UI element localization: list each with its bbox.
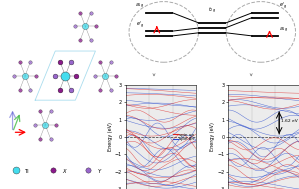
Y-axis label: Energy (eV): Energy (eV) — [210, 122, 215, 151]
Text: 1.62 eV: 1.62 eV — [281, 119, 298, 123]
Y-axis label: Energy (eV): Energy (eV) — [108, 122, 113, 151]
Text: Ti: Ti — [25, 169, 30, 174]
Text: $e'_{g}$: $e'_{g}$ — [136, 20, 145, 30]
Legend: spin up, spin dn: spin up, spin dn — [172, 132, 194, 142]
Text: $X$: $X$ — [62, 167, 68, 175]
Text: $a_{1g}$: $a_{1g}$ — [135, 2, 145, 12]
Text: $a_{1g}$: $a_{1g}$ — [279, 26, 288, 35]
Text: $t_{2g}$: $t_{2g}$ — [208, 6, 216, 16]
Text: $Y$: $Y$ — [97, 167, 102, 175]
Text: $e'_{g}$: $e'_{g}$ — [279, 1, 287, 12]
